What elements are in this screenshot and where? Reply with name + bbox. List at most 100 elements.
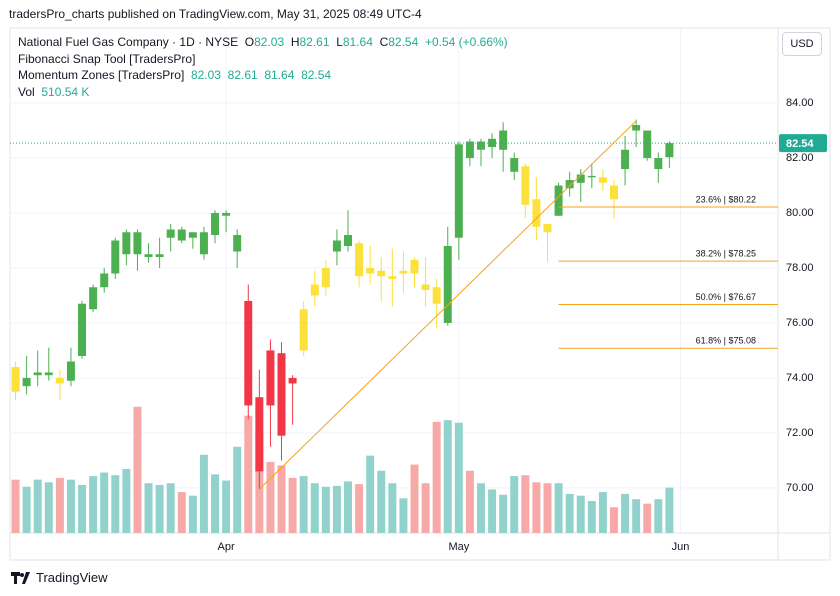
volume-bar — [488, 489, 497, 533]
volume-legend: Vol 510.54 K — [18, 84, 508, 101]
volume-bar — [499, 494, 508, 533]
volume-bar — [233, 446, 242, 533]
candle-body — [55, 377, 64, 384]
candle-body — [477, 141, 485, 150]
candle-body — [133, 232, 142, 255]
indicator: Momentum Zones [TradersPro] 82.03 82.61 … — [18, 67, 508, 84]
volume-bar — [609, 507, 618, 533]
fib-label: 38.2% | $78.25 — [696, 248, 756, 258]
volume-bar — [55, 477, 64, 533]
candle-body — [332, 240, 341, 252]
volume-bar — [632, 499, 641, 533]
volume-bar — [465, 470, 474, 533]
volume-bar — [288, 477, 297, 533]
zone-open: 82.03 — [190, 68, 221, 82]
volume-bar — [122, 469, 131, 533]
candle-body — [288, 377, 297, 384]
volume-bar — [565, 493, 574, 533]
brand-name: TradingView — [36, 570, 108, 585]
volume-bar — [89, 476, 98, 533]
volume-bar — [100, 472, 109, 533]
candle-body — [598, 177, 607, 183]
y-tick-label: 76.00 — [786, 317, 814, 329]
candle-body — [199, 232, 208, 255]
publish-header: tradersPro_charts published on TradingVi… — [9, 7, 422, 21]
candle-body — [299, 309, 308, 351]
volume-bar — [22, 486, 31, 533]
candle-body — [44, 372, 53, 376]
open-value: 82.03 — [254, 35, 285, 49]
currency-button[interactable]: USD — [782, 32, 822, 56]
y-tick-label: 72.00 — [786, 427, 814, 439]
volume-bar — [266, 461, 275, 533]
low-value: 81.64 — [342, 35, 373, 49]
volume-bar — [543, 483, 552, 533]
volume-bar — [621, 493, 630, 533]
candle-body — [587, 175, 596, 178]
brand: TradingView — [10, 570, 108, 585]
legend: National Fuel Gas Company · 1D · NYSE O8… — [18, 34, 508, 100]
high-value: 82.61 — [299, 35, 330, 49]
volume-bar — [598, 492, 607, 533]
volume-bar — [576, 495, 585, 533]
candle-body — [100, 273, 109, 288]
fib-label: 23.6% | $80.22 — [696, 194, 756, 204]
volume-name: Vol — [18, 84, 35, 99]
volume-bar — [432, 421, 441, 533]
candle-body — [233, 235, 242, 252]
candle-body — [78, 303, 87, 356]
volume-bar — [277, 465, 286, 533]
volume-bar — [521, 475, 530, 533]
volume-bar — [133, 406, 142, 533]
volume-bar — [155, 485, 164, 533]
volume-bar — [399, 498, 408, 533]
candle-body — [211, 213, 220, 236]
symbol: National Fuel Gas Company · 1D · NYSE — [18, 35, 239, 49]
candle-body — [377, 270, 386, 277]
candle-body — [410, 259, 419, 274]
last-price-label: 82.54 — [786, 138, 814, 150]
indicator: Fibonacci Snap Tool [TradersPro] — [18, 51, 196, 66]
change: +0.54 (+0.66%) — [424, 35, 508, 49]
candle-body — [421, 284, 430, 290]
volume-bar — [454, 422, 463, 533]
candle-body — [643, 130, 652, 159]
candle-body — [454, 144, 463, 238]
candle-body — [654, 158, 663, 170]
candle-body — [665, 143, 674, 158]
volume-bar — [421, 483, 430, 533]
ohlc-letter: O — [244, 35, 255, 49]
fib-trend-line — [259, 120, 637, 490]
volume-bar — [355, 484, 364, 533]
volume-bar — [78, 485, 87, 533]
candle-body — [399, 270, 408, 274]
brand-logo — [11, 571, 30, 584]
fib-label: 61.8% | $75.08 — [696, 336, 756, 346]
fib-label: 50.0% | $76.67 — [696, 292, 756, 302]
candle-body — [632, 125, 641, 131]
candle-body — [188, 232, 197, 238]
volume-bar — [587, 501, 596, 533]
candle-body — [155, 254, 164, 257]
candle-body — [576, 174, 585, 183]
volume-bar — [166, 483, 175, 533]
candle-body — [565, 180, 574, 189]
volume-bar — [388, 483, 397, 533]
ohlc-letter: C — [379, 35, 389, 49]
candle-body — [277, 353, 286, 436]
indicator-name: Momentum Zones [TradersPro] — [18, 68, 185, 82]
volume-value: 510.54 K — [41, 84, 90, 99]
candle-body — [321, 267, 330, 288]
y-tick-label: 82.00 — [786, 152, 814, 164]
candle-body — [554, 185, 563, 216]
volume-bar — [510, 476, 519, 533]
candle-body — [266, 350, 275, 406]
candle-body — [222, 213, 231, 216]
ohlc-letter: L — [336, 35, 343, 49]
volume-bar — [299, 476, 308, 533]
candle-body — [621, 149, 630, 170]
candle-body — [521, 166, 530, 205]
candle-body — [122, 232, 131, 255]
volume-bar — [654, 499, 663, 533]
